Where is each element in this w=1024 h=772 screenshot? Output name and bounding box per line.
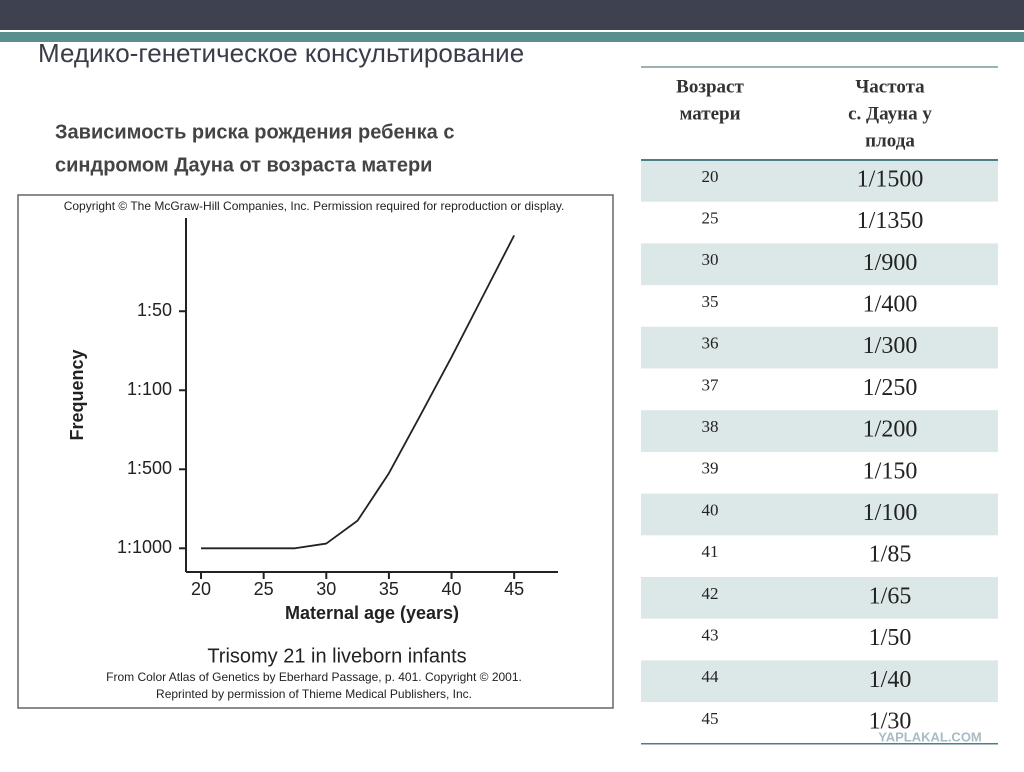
table-cell: 1/100	[863, 500, 918, 526]
table-cell: 1/400	[863, 291, 918, 317]
table-cell: 39	[702, 459, 719, 478]
table-cell: 1/65	[869, 583, 912, 609]
y-tick-label: 1:1000	[117, 537, 172, 557]
table-header: с. Дауна у	[848, 103, 932, 124]
slide-title: Медико-генетическое консультирование	[38, 38, 524, 68]
table-row-shade	[641, 160, 998, 202]
x-tick-label: 30	[316, 579, 336, 599]
table-cell: 37	[702, 375, 720, 394]
subtitle: Зависимость риска рождения ребенка с	[55, 121, 454, 143]
table-header: матери	[679, 103, 740, 124]
table-row-shade	[641, 326, 998, 369]
subtitle: синдромом Дауна от возраста матери	[55, 154, 432, 176]
data-line	[201, 234, 515, 550]
x-tick-label: 35	[379, 579, 399, 599]
table-cell: 35	[702, 292, 719, 311]
table-cell: 41	[702, 542, 719, 561]
accent-stripe	[0, 32, 1024, 42]
table-cell: 20	[702, 167, 719, 186]
table-row-shade	[641, 493, 998, 536]
table-row-shade	[641, 577, 998, 619]
table-cell: 1/200	[863, 417, 918, 443]
credit: Reprinted by permission of Thieme Medica…	[156, 687, 472, 701]
table-header: Частота	[855, 76, 925, 97]
table-cell: 44	[702, 667, 720, 686]
chart-title: Trisomy 21 in liveborn infants	[207, 645, 466, 667]
y-tick-label: 1:500	[127, 458, 172, 478]
x-tick-label: 45	[504, 579, 524, 599]
table-cell: 1/900	[863, 250, 918, 276]
x-tick-label: 25	[254, 579, 274, 599]
table-cell: 1/300	[863, 333, 918, 359]
y-tick-label: 1:50	[137, 300, 172, 320]
y-axis-label: Frequency	[67, 349, 87, 440]
table-cell: 25	[702, 208, 719, 227]
table-row-shade	[641, 410, 998, 452]
copyright: Copyright © The McGraw-Hill Companies, I…	[64, 199, 565, 213]
table-cell: 1/40	[869, 667, 912, 693]
table-cell: 36	[702, 334, 719, 353]
y-tick-label: 1:100	[127, 379, 172, 399]
table-cell: 42	[702, 584, 719, 603]
x-axis-label: Maternal age (years)	[285, 603, 459, 623]
table-cell: 1/1500	[857, 166, 924, 192]
table-cell: 1/50	[869, 625, 912, 651]
credit: From Color Atlas of Genetics by Eberhard…	[106, 670, 522, 684]
table-cell: 1/1350	[857, 208, 924, 234]
x-tick-label: 40	[442, 579, 462, 599]
table-header: Возраст	[676, 76, 744, 97]
table-cell: 1/250	[863, 375, 918, 401]
watermark: YAPLAKAL.COM	[878, 729, 982, 744]
figure-frame	[17, 194, 614, 709]
table-cell: 45	[702, 709, 719, 728]
table-cell: 1/85	[869, 542, 912, 568]
table-cell: 1/150	[863, 458, 918, 484]
table-cell: 1/30	[869, 708, 912, 734]
table-row-shade	[641, 243, 998, 286]
table-cell: 30	[702, 250, 719, 269]
table-cell: 40	[702, 500, 719, 519]
table-cell: 43	[702, 625, 719, 644]
table-row-shade	[641, 660, 998, 703]
table-cell: 38	[702, 417, 719, 436]
x-tick-label: 20	[191, 579, 211, 599]
table-header: плода	[865, 130, 915, 151]
top-bar	[0, 0, 1024, 30]
